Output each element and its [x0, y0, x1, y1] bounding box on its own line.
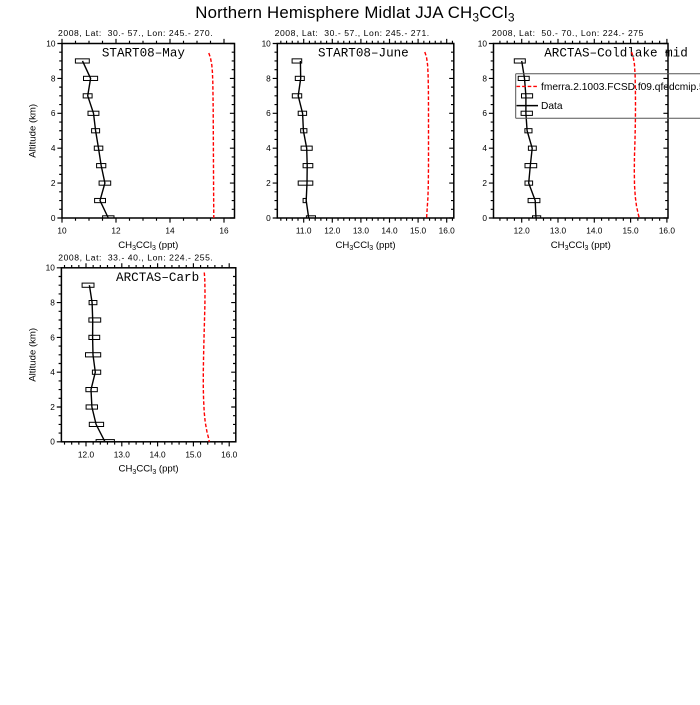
svg-text:14.0: 14.0	[586, 226, 603, 236]
svg-text:0: 0	[266, 213, 271, 223]
svg-text:16.0: 16.0	[221, 450, 238, 460]
svg-text:15.0: 15.0	[623, 226, 640, 236]
svg-text:14: 14	[165, 226, 175, 236]
svg-text:CH3CCl3 (ppt): CH3CCl3 (ppt)	[336, 240, 396, 252]
svg-text:2008, Lat: 50.- 70., Lon: 224: 2008, Lat: 50.- 70., Lon: 224.- 275	[492, 28, 644, 38]
svg-text:10: 10	[478, 38, 488, 48]
svg-text:14.0: 14.0	[381, 226, 398, 236]
svg-text:4: 4	[51, 143, 56, 153]
svg-text:CH3CCl3 (ppt): CH3CCl3 (ppt)	[118, 240, 178, 252]
svg-text:15.0: 15.0	[410, 226, 427, 236]
svg-text:10: 10	[46, 263, 56, 273]
svg-text:2: 2	[482, 178, 487, 188]
svg-text:16.0: 16.0	[659, 226, 676, 236]
svg-text:CH3CCl3 (ppt): CH3CCl3 (ppt)	[119, 464, 179, 476]
svg-text:2: 2	[51, 178, 56, 188]
svg-text:8: 8	[266, 73, 271, 83]
svg-text:2008, Lat: 30.- 57., Lon: 245: 2008, Lat: 30.- 57., Lon: 245.- 271.	[275, 28, 430, 38]
svg-text:8: 8	[50, 298, 55, 308]
svg-text:16: 16	[219, 226, 229, 236]
svg-text:13.0: 13.0	[353, 226, 370, 236]
svg-text:4: 4	[266, 143, 271, 153]
svg-text:ARCTAS–Carb: ARCTAS–Carb	[116, 271, 199, 285]
svg-text:2008, Lat: 30.- 57., Lon: 245: 2008, Lat: 30.- 57., Lon: 245.- 270.	[58, 28, 213, 38]
svg-text:12.0: 12.0	[514, 226, 531, 236]
svg-text:Data: Data	[541, 101, 563, 112]
svg-text:Altitude (km): Altitude (km)	[27, 104, 38, 158]
svg-text:13.0: 13.0	[114, 450, 131, 460]
svg-text:START08–May: START08–May	[102, 47, 186, 61]
svg-text:fmerra.2.1003.FCSD.f09.qfedcmi: fmerra.2.1003.FCSD.f09.qfedcmip.56L	[541, 82, 700, 93]
svg-text:11.0: 11.0	[296, 226, 312, 236]
svg-text:Altitude (km): Altitude (km)	[27, 328, 38, 382]
svg-text:8: 8	[51, 73, 56, 83]
svg-text:8: 8	[482, 73, 487, 83]
svg-text:0: 0	[50, 437, 55, 447]
svg-text:6: 6	[51, 108, 56, 118]
svg-text:10: 10	[262, 38, 272, 48]
svg-text:2: 2	[50, 402, 55, 412]
svg-text:14.0: 14.0	[150, 450, 167, 460]
svg-text:CH3CCl3 (ppt): CH3CCl3 (ppt)	[551, 240, 611, 252]
svg-text:Northern Hemisphere Midlat JJA: Northern Hemisphere Midlat JJA CH3CCl3	[195, 3, 515, 25]
svg-text:6: 6	[50, 332, 55, 342]
svg-text:12.0: 12.0	[324, 226, 341, 236]
svg-text:4: 4	[50, 367, 55, 377]
svg-text:4: 4	[482, 143, 487, 153]
svg-text:6: 6	[266, 108, 271, 118]
svg-text:12.0: 12.0	[78, 450, 95, 460]
svg-text:10: 10	[57, 226, 67, 236]
svg-text:0: 0	[482, 213, 487, 223]
svg-text:ARCTAS–Coldlake mid: ARCTAS–Coldlake mid	[544, 47, 688, 61]
svg-text:6: 6	[482, 108, 487, 118]
svg-text:13.0: 13.0	[550, 226, 567, 236]
svg-text:0: 0	[51, 213, 56, 223]
svg-text:16.0: 16.0	[439, 226, 456, 236]
svg-text:2: 2	[266, 178, 271, 188]
svg-text:10: 10	[46, 38, 56, 48]
svg-text:2008, Lat: 33.- 40., Lon: 224: 2008, Lat: 33.- 40., Lon: 224.- 255.	[58, 253, 213, 263]
svg-text:15.0: 15.0	[185, 450, 202, 460]
svg-text:START08–June: START08–June	[318, 47, 409, 61]
svg-text:12: 12	[111, 226, 121, 236]
